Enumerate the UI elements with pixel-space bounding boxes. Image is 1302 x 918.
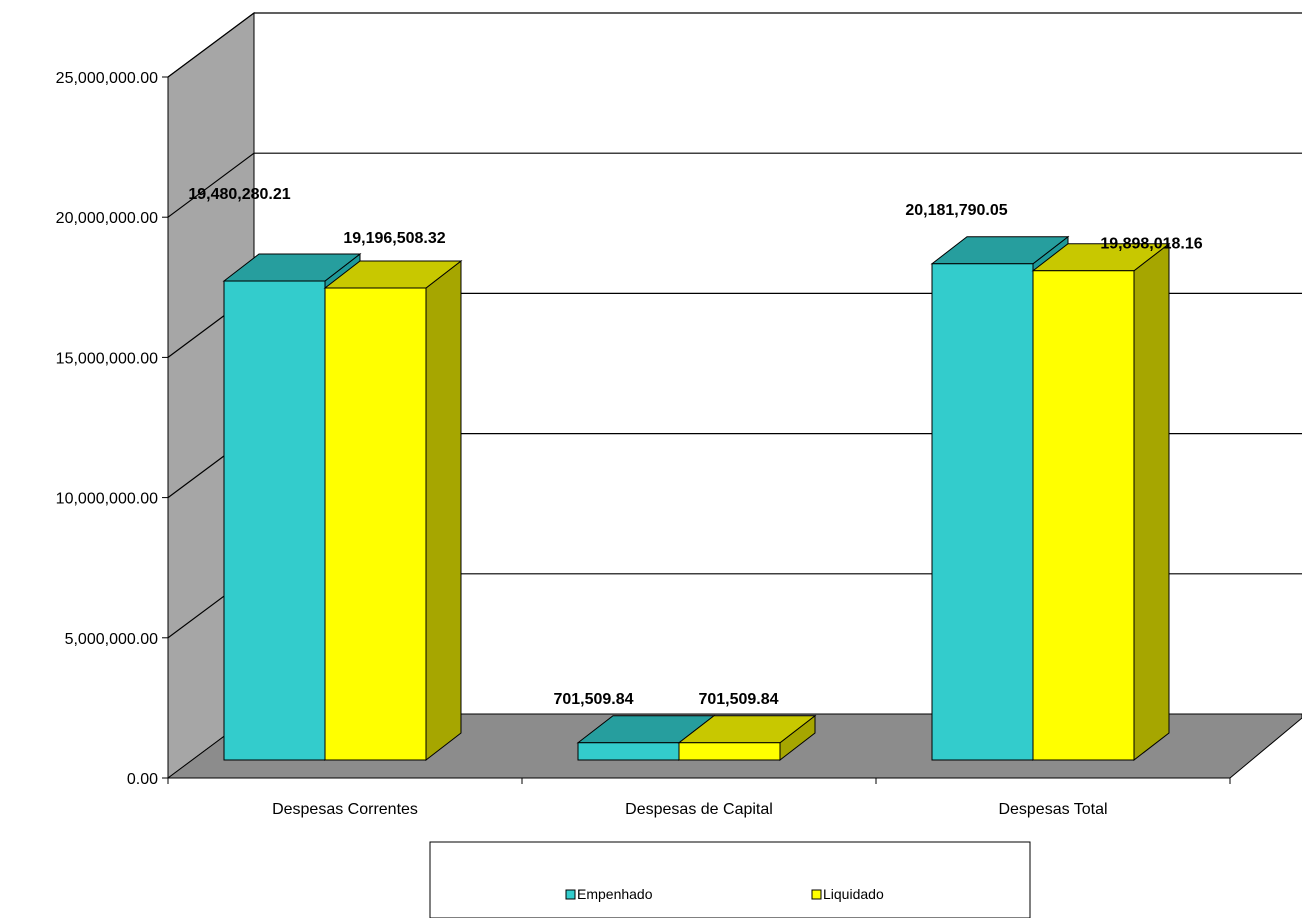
y-tick-labels: 0.00 5,000,000.00 10,000,000.00 15,000,000.… <box>56 70 168 788</box>
category-labels: Despesas Correntes Despesas de Capital Des… <box>272 801 1107 818</box>
y-tick-label: 15,000,000.00 <box>56 350 158 367</box>
gridline <box>167 12 1302 78</box>
gridline <box>167 152 1302 218</box>
bar-front <box>1032 270 1135 761</box>
category-label: Despesas Total <box>998 801 1107 818</box>
y-tick-label: 20,000,000.00 <box>56 210 158 227</box>
legend-swatch <box>811 889 822 900</box>
data-label: 20,181,790.05 <box>905 202 1007 219</box>
y-tick-label: 5,000,000.00 <box>65 631 159 648</box>
y-tick-label: 0.00 <box>127 771 158 788</box>
x-axis-ticks <box>167 778 1231 784</box>
bar-side <box>425 259 462 762</box>
legend-label: Liquidado <box>823 886 884 902</box>
legend-box <box>429 841 1031 918</box>
bar-liquidado <box>1031 242 1171 762</box>
bar-liquidado <box>677 714 817 762</box>
data-label: 19,196,508.32 <box>343 230 445 247</box>
bar-front <box>678 742 781 761</box>
legend-label: Empenhado <box>577 886 653 902</box>
data-label: 701,509.84 <box>553 691 633 708</box>
bar-front <box>223 280 326 761</box>
y-tick-label: 10,000,000.00 <box>56 491 158 508</box>
bar-liquidado <box>323 259 463 762</box>
bar-front <box>931 263 1034 761</box>
category-label: Despesas Correntes <box>272 801 418 818</box>
bar-side <box>1133 242 1170 762</box>
bars <box>222 235 1171 762</box>
data-label: 19,480,280.21 <box>188 186 290 203</box>
bar-front <box>577 742 680 761</box>
y-tick-label: 25,000,000.00 <box>56 70 158 87</box>
legend-swatch <box>565 889 576 900</box>
category-label: Despesas de Capital <box>625 801 773 818</box>
data-label: 19,898,018.16 <box>1100 236 1202 253</box>
bar-front <box>324 287 427 761</box>
data-label: 701,509.84 <box>698 691 778 708</box>
data-labels: 19,480,280.21 19,196,508.32 701,509.84 701,… <box>188 186 1202 708</box>
legend: Empenhado Liquidado <box>429 841 1031 918</box>
